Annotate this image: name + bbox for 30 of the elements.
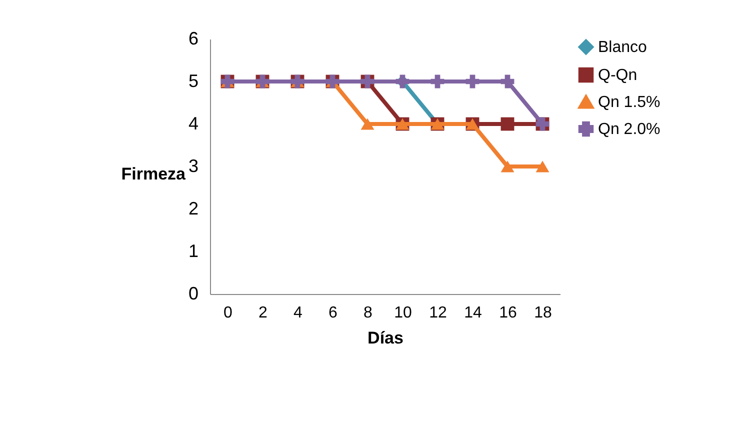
point	[360, 118, 374, 130]
y-tick-label: 0	[188, 284, 198, 304]
y-axis-title: Firmeza	[121, 164, 186, 184]
point	[500, 74, 514, 88]
x-tick-label: 16	[499, 304, 517, 322]
x-tick-label: 18	[534, 304, 552, 322]
legend-label: Q-Qn	[598, 67, 638, 84]
point	[430, 74, 444, 88]
point	[500, 117, 514, 131]
legend-label: Qn 1.5%	[598, 94, 660, 111]
x-tick-label: 6	[328, 304, 338, 322]
x-tick-label: 12	[429, 304, 447, 322]
y-tick-label: 6	[188, 28, 198, 48]
x-tick-label: 10	[394, 304, 412, 322]
x-axis-title: Días	[368, 328, 404, 348]
y-tick-label: 3	[188, 156, 198, 176]
y-tick-label: 1	[188, 241, 198, 261]
x-tick-label: 0	[224, 304, 233, 322]
point	[500, 160, 514, 172]
point	[466, 74, 480, 88]
point	[536, 160, 550, 172]
y-tick-label: 4	[188, 114, 198, 134]
y-tick-label: 2	[188, 198, 198, 218]
x-tick-label: 2	[258, 304, 268, 322]
y-tick-label: 5	[188, 71, 198, 91]
legend-label: Blanco	[598, 39, 648, 56]
x-tick-label: 8	[364, 304, 373, 322]
x-tick-label: 14	[464, 304, 482, 322]
legend-label: Qn 2.0%	[598, 121, 660, 138]
x-tick-label: 4	[294, 304, 303, 322]
